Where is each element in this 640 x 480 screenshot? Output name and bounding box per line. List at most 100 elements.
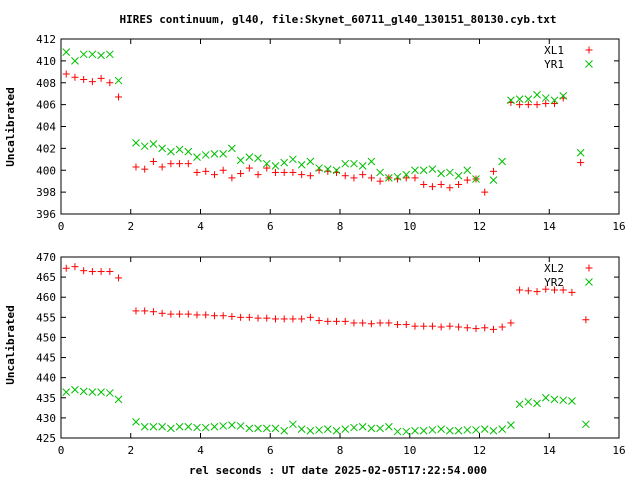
- data-point-xl2: [420, 322, 428, 330]
- data-point-yr2: [550, 395, 559, 404]
- data-point-xl2: [228, 313, 236, 321]
- data-point-yr1: [550, 96, 559, 105]
- data-point-xl1: [202, 167, 210, 175]
- data-point-xl1: [219, 166, 227, 174]
- data-point-xl1: [428, 183, 436, 191]
- y-axis-label-bottom: Uncalibrated: [4, 305, 17, 384]
- data-point-yr2: [384, 422, 393, 431]
- x-tick-label: 8: [337, 220, 344, 233]
- data-point-xl1: [176, 160, 184, 168]
- data-point-yr2: [140, 422, 149, 431]
- data-point-yr1: [350, 159, 358, 168]
- x-tick-label: 4: [197, 220, 204, 233]
- data-point-yr1: [367, 157, 376, 166]
- data-point-yr1: [210, 149, 219, 158]
- data-point-xl1: [106, 79, 114, 87]
- data-point-yr1: [193, 153, 201, 161]
- data-point-xl2: [167, 310, 175, 318]
- data-point-yr2: [219, 422, 228, 430]
- y-tick-label: 450: [36, 331, 56, 344]
- data-point-xl2: [88, 267, 96, 275]
- data-point-xl1: [367, 174, 375, 182]
- data-point-yr1: [489, 176, 498, 184]
- data-point-xl1: [516, 101, 524, 109]
- data-point-xl1: [359, 171, 367, 179]
- y-tick-label: 412: [36, 33, 56, 46]
- legend-label-xl1: XL1: [544, 44, 564, 57]
- data-point-yr2: [79, 387, 88, 396]
- data-point-xl2: [533, 288, 541, 296]
- data-point-xl2: [132, 307, 140, 315]
- data-point-yr1: [114, 76, 123, 85]
- data-point-yr2: [167, 424, 175, 433]
- data-point-xl2: [402, 321, 410, 329]
- data-point-yr1: [323, 165, 332, 174]
- data-point-yr1: [428, 165, 437, 174]
- data-point-xl2: [176, 310, 184, 318]
- data-point-yr2: [367, 424, 376, 433]
- data-point-xl1: [158, 163, 166, 171]
- x-tick-label: 0: [58, 444, 65, 457]
- data-point-xl2: [333, 317, 341, 325]
- x-tick-label: 0: [58, 220, 65, 233]
- data-point-yr1: [79, 50, 88, 59]
- x-tick-label: 14: [543, 444, 557, 457]
- data-point-xl2: [149, 308, 157, 316]
- legend-label-xl2: XL2: [544, 262, 564, 275]
- data-point-xl2: [106, 267, 114, 275]
- data-point-xl1: [71, 73, 79, 81]
- data-point-xl1: [115, 93, 123, 101]
- legend-marker-xl1: [585, 46, 593, 54]
- data-point-yr1: [201, 151, 210, 159]
- data-point-yr2: [428, 426, 437, 434]
- data-point-yr2: [358, 422, 367, 431]
- data-point-xl2: [115, 274, 123, 282]
- data-point-xl2: [210, 312, 218, 320]
- x-tick-label: 12: [473, 444, 486, 457]
- data-point-xl2: [350, 319, 358, 327]
- data-point-xl1: [289, 168, 297, 176]
- data-point-xl1: [97, 74, 105, 82]
- data-point-xl2: [324, 317, 332, 325]
- data-point-yr1: [167, 147, 175, 156]
- y-tick-label: 460: [36, 291, 56, 304]
- data-point-yr1: [236, 156, 245, 165]
- data-point-xl1: [350, 174, 358, 182]
- data-point-xl2: [428, 322, 436, 330]
- data-point-xl1: [228, 174, 236, 182]
- data-point-yr1: [228, 144, 236, 153]
- data-point-xl2: [481, 324, 489, 332]
- data-point-yr1: [402, 170, 411, 179]
- x-tick-label: 16: [612, 444, 625, 457]
- y-tick-label: 402: [36, 142, 56, 155]
- data-point-yr1: [219, 149, 228, 158]
- data-point-xl2: [306, 313, 314, 321]
- data-point-yr2: [280, 426, 289, 435]
- data-point-xl1: [446, 184, 454, 192]
- data-point-xl2: [202, 311, 210, 319]
- data-point-xl2: [516, 286, 524, 294]
- data-point-yr1: [158, 144, 166, 153]
- data-point-yr2: [105, 389, 114, 397]
- y-tick-label: 408: [36, 77, 56, 90]
- legend-label-yr1: YR1: [544, 58, 564, 71]
- data-point-xl1: [341, 172, 349, 180]
- y-tick-label: 430: [36, 412, 56, 425]
- data-point-xl1: [280, 168, 288, 176]
- data-point-xl1: [437, 180, 445, 188]
- data-point-yr1: [454, 171, 463, 180]
- data-point-yr1: [376, 168, 384, 177]
- y-tick-label: 465: [36, 271, 56, 284]
- data-point-xl1: [80, 75, 88, 83]
- y-tick-label: 440: [36, 372, 56, 385]
- data-point-xl2: [463, 324, 471, 332]
- data-point-yr2: [472, 426, 480, 434]
- legend-marker-yr2: [585, 278, 593, 286]
- data-point-xl2: [385, 319, 393, 327]
- data-point-yr1: [498, 157, 507, 166]
- data-point-xl2: [376, 319, 384, 327]
- x-tick-label: 2: [127, 444, 134, 457]
- data-point-xl2: [71, 263, 79, 271]
- x-tick-label: 14: [543, 220, 557, 233]
- data-point-yr1: [88, 50, 97, 59]
